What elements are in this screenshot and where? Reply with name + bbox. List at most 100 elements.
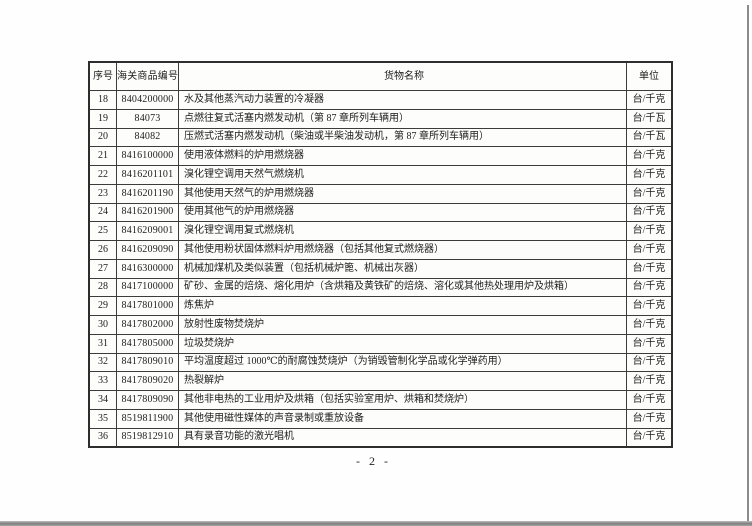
- table-row: 19 84073 点燃往复式活塞内燃发动机（第 87 章所列车辆用） 台/千瓦: [88, 108, 673, 129]
- table-row: 18 8404200000 水及其他蒸汽动力装置的冷凝器 台/千克: [88, 90, 673, 110]
- page-number: - 2 -: [356, 454, 391, 468]
- cell-unit: 台/千克: [626, 165, 673, 185]
- cell-unit: 台/千瓦: [626, 108, 673, 129]
- cell-seq: 31: [88, 333, 117, 354]
- cell-seq: 28: [88, 277, 117, 298]
- cell-hs-code: 8416201190: [116, 183, 179, 204]
- table-row: 36 8519812910 具有录音功能的激光唱机 台/千克: [88, 427, 673, 448]
- cell-unit: 台/千克: [626, 221, 673, 241]
- cell-goods-name: 溴化锂空调用天然气燃烧机: [178, 165, 627, 185]
- cell-goods-name: 垃圾焚烧炉: [178, 333, 627, 354]
- cell-goods-name: 其他非电热的工业用炉及烘箱（包括实验室用炉、烘箱和焚烧炉）: [178, 390, 627, 410]
- table-row: 30 8417802000 放射性废物焚烧炉 台/千克: [88, 315, 673, 335]
- col-header-seq: 序号: [88, 61, 117, 91]
- table-row: 21 8416100000 使用液体燃料的炉用燃烧器 台/千克: [88, 146, 673, 166]
- col-header-unit: 单位: [626, 61, 673, 91]
- cell-goods-name: 其他使用磁性媒体的声音录制或重放设备: [178, 408, 627, 429]
- cell-goods-name: 矿砂、金属的焙烧、熔化用炉（含烘箱及黄铁矿的焙烧、溶化或其他热处理用炉及烘箱）: [178, 277, 627, 298]
- cell-seq: 29: [88, 296, 117, 316]
- cell-hs-code: 8417809010: [116, 352, 179, 373]
- cell-seq: 30: [88, 315, 117, 335]
- cell-hs-code: 8416100000: [116, 146, 179, 166]
- cell-seq: 36: [88, 427, 117, 448]
- cell-hs-code: 8416300000: [116, 258, 179, 279]
- cell-seq: 23: [88, 183, 117, 204]
- cell-seq: 20: [88, 127, 117, 148]
- cell-goods-name: 使用其他气的炉用燃烧器: [178, 202, 627, 223]
- cell-goods-name: 其他使用天然气的炉用燃烧器: [178, 183, 627, 204]
- cell-seq: 34: [88, 390, 117, 410]
- cell-seq: 35: [88, 408, 117, 429]
- cell-unit: 台/千克: [626, 408, 673, 429]
- table-row: 26 8416209090 其他使用粉状固体燃料炉用燃烧器（包括其他复式燃烧器）…: [88, 240, 673, 260]
- cell-hs-code: 8416209001: [116, 221, 179, 241]
- table-row: 27 8416300000 机械加煤机及类似装置（包括机械炉篦、机械出灰器） 台…: [88, 258, 673, 279]
- cell-hs-code: 8519812910: [116, 427, 179, 448]
- cell-goods-name: 溴化锂空调用复式燃烧机: [178, 221, 627, 241]
- cell-hs-code: 8416201101: [116, 165, 179, 185]
- table-row: 35 8519811900 其他使用磁性媒体的声音录制或重放设备 台/千克: [88, 408, 673, 429]
- table-row: 22 8416201101 溴化锂空调用天然气燃烧机 台/千克: [88, 165, 673, 185]
- table-row: 33 8417809020 热裂解炉 台/千克: [88, 371, 673, 391]
- cell-goods-name: 水及其他蒸汽动力装置的冷凝器: [178, 90, 627, 110]
- cell-hs-code: 8417802000: [116, 315, 179, 335]
- cell-hs-code: 8519811900: [116, 408, 179, 429]
- table-row: 23 8416201190 其他使用天然气的炉用燃烧器 台/千克: [88, 183, 673, 204]
- customs-goods-table: 序号 海关商品编号 货物名称 单位 18 8404200000 水及其他蒸汽动力…: [88, 61, 673, 449]
- cell-goods-name: 机械加煤机及类似装置（包括机械炉篦、机械出灰器）: [178, 258, 627, 279]
- cell-goods-name: 压燃式活塞内燃发动机（柴油或半柴油发动机，第 87 章所列车辆用）: [178, 127, 627, 148]
- cell-hs-code: 8417801000: [116, 296, 179, 316]
- cell-hs-code: 8416201900: [116, 202, 179, 223]
- cell-goods-name: 平均温度超过 1000℃的耐腐蚀焚烧炉（为销毁管制化学品或化学弹药用）: [178, 352, 627, 373]
- cell-seq: 19: [88, 108, 117, 129]
- cell-unit: 台/千克: [626, 427, 673, 448]
- table-header-row: 序号 海关商品编号 货物名称 单位: [88, 61, 673, 91]
- scan-edge-right: [747, 5, 749, 522]
- cell-goods-name: 点燃往复式活塞内燃发动机（第 87 章所列车辆用）: [178, 108, 627, 129]
- cell-goods-name: 炼焦炉: [178, 296, 627, 316]
- cell-goods-name: 具有录音功能的激光唱机: [178, 427, 627, 448]
- cell-unit: 台/千克: [626, 352, 673, 373]
- cell-unit: 台/千克: [626, 90, 673, 110]
- cell-unit: 台/千克: [626, 240, 673, 260]
- table-row: 20 84082 压燃式活塞内燃发动机（柴油或半柴油发动机，第 87 章所列车辆…: [88, 127, 673, 148]
- cell-unit: 台/千瓦: [626, 127, 673, 148]
- cell-seq: 21: [88, 146, 117, 166]
- cell-hs-code: 8417100000: [116, 277, 179, 298]
- cell-seq: 18: [88, 90, 117, 110]
- cell-seq: 26: [88, 240, 117, 260]
- cell-hs-code: 8404200000: [116, 90, 179, 110]
- cell-unit: 台/千克: [626, 390, 673, 410]
- cell-unit: 台/千克: [626, 296, 673, 316]
- cell-unit: 台/千克: [626, 183, 673, 204]
- table-row: 24 8416201900 使用其他气的炉用燃烧器 台/千克: [88, 202, 673, 223]
- cell-unit: 台/千克: [626, 258, 673, 279]
- table-row: 32 8417809010 平均温度超过 1000℃的耐腐蚀焚烧炉（为销毁管制化…: [88, 352, 673, 373]
- cell-unit: 台/千克: [626, 146, 673, 166]
- cell-goods-name: 其他使用粉状固体燃料炉用燃烧器（包括其他复式燃烧器）: [178, 240, 627, 260]
- cell-hs-code: 84082: [116, 127, 179, 148]
- col-header-goods: 货物名称: [178, 61, 627, 91]
- table-row: 31 8417805000 垃圾焚烧炉 台/千克: [88, 333, 673, 354]
- cell-seq: 32: [88, 352, 117, 373]
- cell-unit: 台/千克: [626, 202, 673, 223]
- cell-hs-code: 84073: [116, 108, 179, 129]
- cell-goods-name: 放射性废物焚烧炉: [178, 315, 627, 335]
- col-header-code: 海关商品编号: [116, 61, 179, 91]
- cell-hs-code: 8416209090: [116, 240, 179, 260]
- cell-hs-code: 8417809090: [116, 390, 179, 410]
- cell-goods-name: 热裂解炉: [178, 371, 627, 391]
- cell-unit: 台/千克: [626, 277, 673, 298]
- cell-hs-code: 8417809020: [116, 371, 179, 391]
- table-row: 25 8416209001 溴化锂空调用复式燃烧机 台/千克: [88, 221, 673, 241]
- table-row: 28 8417100000 矿砂、金属的焙烧、熔化用炉（含烘箱及黄铁矿的焙烧、溶…: [88, 277, 673, 298]
- cell-goods-name: 使用液体燃料的炉用燃烧器: [178, 146, 627, 166]
- table-row: 29 8417801000 炼焦炉 台/千克: [88, 296, 673, 316]
- cell-seq: 24: [88, 202, 117, 223]
- scan-edge-bottom: [0, 521, 752, 526]
- cell-seq: 33: [88, 371, 117, 391]
- cell-seq: 27: [88, 258, 117, 279]
- cell-hs-code: 8417805000: [116, 333, 179, 354]
- table-row: 34 8417809090 其他非电热的工业用炉及烘箱（包括实验室用炉、烘箱和焚…: [88, 390, 673, 410]
- cell-unit: 台/千克: [626, 315, 673, 335]
